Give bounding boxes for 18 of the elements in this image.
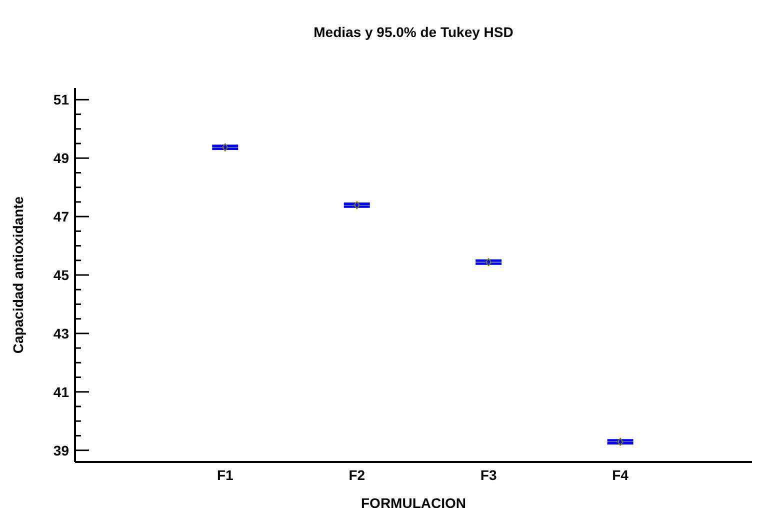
y-tick-label: 43 bbox=[53, 325, 70, 342]
y-tick-label: 47 bbox=[53, 208, 70, 225]
chart-title: Medias y 95.0% de Tukey HSD bbox=[312, 24, 514, 40]
point bbox=[617, 438, 624, 446]
y-tick-label: 41 bbox=[53, 384, 70, 400]
y-tick-label: 45 bbox=[53, 267, 70, 283]
x-axis-title: FORMULACION bbox=[361, 495, 466, 510]
y-tick-label: 49 bbox=[53, 150, 70, 166]
x-tick-label: F2 bbox=[348, 466, 366, 483]
point bbox=[485, 258, 492, 266]
y-tick-label: 39 bbox=[53, 442, 70, 458]
x-tick-label: F3 bbox=[480, 466, 497, 483]
x-tick-label: F4 bbox=[612, 466, 629, 483]
y-tick-label: 51 bbox=[53, 92, 70, 108]
point bbox=[354, 201, 360, 210]
y-axis-title: Capacidad antioxidante bbox=[10, 196, 26, 354]
x-tick-label: F1 bbox=[216, 466, 234, 483]
point bbox=[222, 143, 228, 152]
